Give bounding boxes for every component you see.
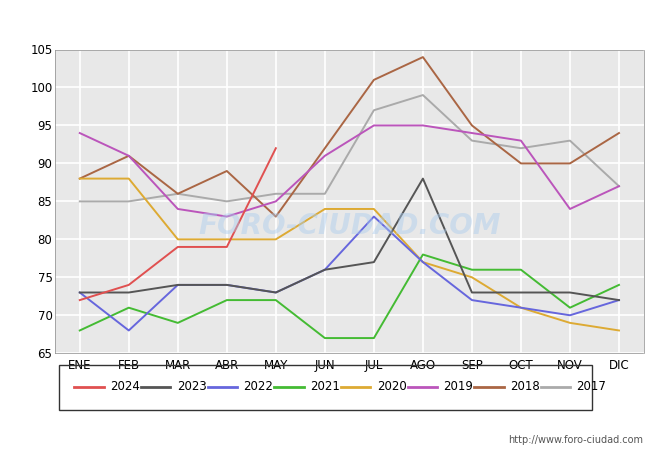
Text: FORO-CIUDAD.COM: FORO-CIUDAD.COM: [198, 212, 500, 240]
Text: 2020: 2020: [377, 381, 406, 393]
Text: 2021: 2021: [310, 381, 340, 393]
Text: 2022: 2022: [244, 381, 274, 393]
Text: 2023: 2023: [177, 381, 207, 393]
Text: 2019: 2019: [443, 381, 473, 393]
Text: Afiliados en Pozoamargo a 31/5/2024: Afiliados en Pozoamargo a 31/5/2024: [170, 14, 480, 33]
Text: 2017: 2017: [577, 381, 606, 393]
Text: http://www.foro-ciudad.com: http://www.foro-ciudad.com: [508, 435, 644, 445]
Text: 2024: 2024: [111, 381, 140, 393]
Text: 2018: 2018: [510, 381, 540, 393]
